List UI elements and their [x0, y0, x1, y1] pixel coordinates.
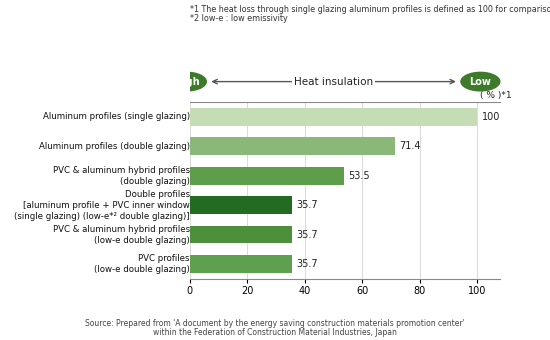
Bar	[190, 108, 477, 125]
Text: Double profiles
[aluminum profile + PVC inner window
(single glazing) (low-e*² d: Double profiles [aluminum profile + PVC …	[14, 189, 190, 221]
Text: *2 low-e : low emissivity: *2 low-e : low emissivity	[190, 14, 288, 23]
Text: PVC & aluminum hybrid profiles
(double glazing): PVC & aluminum hybrid profiles (double g…	[53, 166, 190, 186]
Bar	[190, 196, 293, 214]
Bar	[190, 226, 293, 243]
Text: 71.4: 71.4	[399, 141, 421, 151]
Text: Heat insulation: Heat insulation	[294, 76, 373, 87]
Text: Aluminum profiles (double glazing): Aluminum profiles (double glazing)	[39, 142, 190, 151]
Text: Aluminum profiles (single glazing): Aluminum profiles (single glazing)	[42, 112, 190, 121]
Text: 35.7: 35.7	[297, 200, 318, 210]
Text: ( % )*1: ( % )*1	[480, 91, 512, 100]
Text: PVC & aluminum hybrid profiles
(low-e double glazing): PVC & aluminum hybrid profiles (low-e do…	[53, 224, 190, 245]
Text: Source: Prepared from 'A document by the energy saving construction materials pr: Source: Prepared from 'A document by the…	[85, 319, 465, 328]
Bar	[190, 255, 293, 273]
Text: Low: Low	[469, 76, 491, 87]
Bar	[190, 167, 344, 185]
Bar	[190, 137, 395, 155]
Text: 35.7: 35.7	[297, 230, 318, 240]
Text: High: High	[174, 76, 200, 87]
Text: 53.5: 53.5	[348, 171, 370, 181]
Ellipse shape	[460, 72, 500, 91]
Text: *1 The heat loss through single glazing aluminum profiles is defined as 100 for : *1 The heat loss through single glazing …	[190, 5, 550, 14]
Text: 35.7: 35.7	[297, 259, 318, 269]
Text: within the Federation of Construction Material Industries, Japan: within the Federation of Construction Ma…	[153, 328, 397, 337]
Ellipse shape	[167, 72, 207, 91]
Text: 100: 100	[482, 112, 500, 122]
Text: PVC profiles
(low-e double glazing): PVC profiles (low-e double glazing)	[94, 254, 190, 274]
